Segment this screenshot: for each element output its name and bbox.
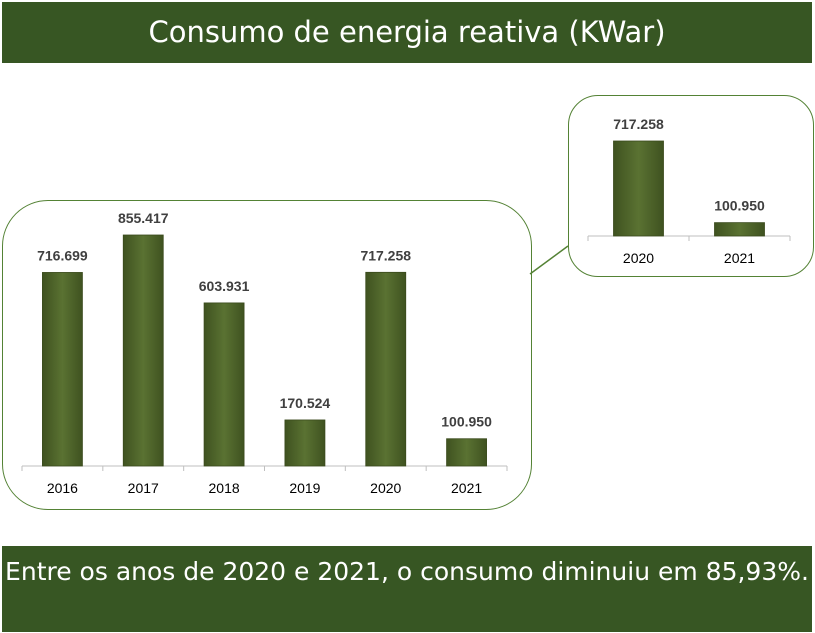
bar-2017 — [122, 234, 164, 467]
data-label-2018: 603.931 — [199, 278, 250, 294]
data-label-2021: 100.950 — [714, 198, 765, 214]
tick-label-2019: 2019 — [289, 480, 320, 496]
bar-2019 — [284, 419, 326, 467]
chart-title: Consumo de energia reativa (KWar) — [148, 15, 666, 49]
zoom-chart-panel — [568, 95, 814, 277]
bar-2021 — [714, 222, 765, 237]
tick-label-2017: 2017 — [128, 480, 159, 496]
data-label-2019: 170.524 — [280, 395, 331, 411]
tick-label-2020: 2020 — [623, 250, 654, 266]
data-label-2020: 717.258 — [360, 247, 411, 263]
data-label-2021: 100.950 — [441, 414, 492, 430]
data-label-2017: 855.417 — [118, 210, 169, 226]
footer-banner: Entre os anos de 2020 e 2021, o consumo … — [2, 546, 812, 632]
tick-label-2021: 2021 — [724, 250, 755, 266]
bar-2020 — [365, 271, 407, 467]
main-chart-panel — [2, 200, 532, 510]
tick-label-2021: 2021 — [451, 480, 482, 496]
data-label-2016: 716.699 — [37, 247, 88, 263]
data-label-2020: 717.258 — [613, 116, 664, 132]
tick-label-2016: 2016 — [47, 480, 78, 496]
title-banner: Consumo de energia reativa (KWar) — [2, 2, 812, 63]
footer-text: Entre os anos de 2020 e 2021, o consumo … — [5, 557, 809, 586]
bar-2020 — [613, 140, 664, 237]
tick-label-2020: 2020 — [370, 480, 401, 496]
tick-label-2018: 2018 — [209, 480, 240, 496]
bar-2021 — [446, 438, 487, 467]
bar-2016 — [42, 272, 83, 467]
bar-2018 — [203, 302, 245, 467]
